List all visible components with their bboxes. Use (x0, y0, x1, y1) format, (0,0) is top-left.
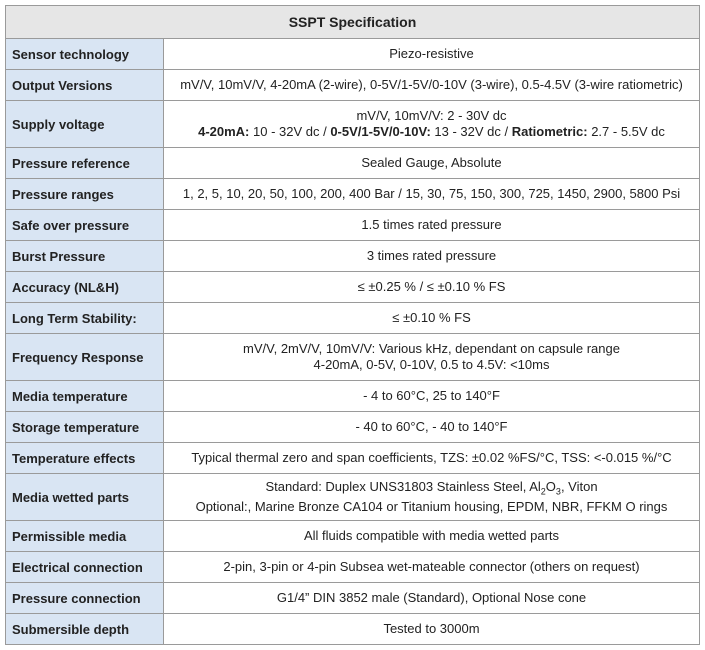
spec-value: mV/V, 10mV/V, 4-20mA (2-wire), 0-5V/1-5V… (163, 69, 700, 101)
value-line: All fluids compatible with media wetted … (303, 528, 560, 543)
spec-value: - 40 to 60°C, - 40 to 140°F (163, 411, 700, 443)
spec-label: Pressure reference (5, 147, 164, 179)
value-text: 10 - 32V dc / (249, 124, 331, 139)
spec-label: Electrical connection (5, 551, 164, 583)
spec-label: Pressure connection (5, 582, 164, 614)
spec-value: 1.5 times rated pressure (163, 209, 700, 241)
spec-value: Sealed Gauge, Absolute (163, 147, 700, 179)
spec-label: Supply voltage (5, 100, 164, 148)
value-text: 13 - 32V dc / (430, 124, 512, 139)
title-row: SSPT Specification (5, 5, 700, 39)
spec-value: ≤ ±0.10 % FS (163, 302, 700, 334)
table-title: SSPT Specification (5, 5, 700, 39)
spec-label: Submersible depth (5, 613, 164, 645)
value-line: Standard: Duplex UNS31803 Stainless Stee… (170, 479, 693, 500)
value-sub: 3 (555, 486, 561, 497)
spec-row: Electrical connection 2-pin, 3-pin or 4-p… (5, 551, 700, 583)
value-line: ≤ ±0.10 % FS (392, 310, 471, 325)
spec-label: Output Versions (5, 69, 164, 101)
spec-label: Media wetted parts (5, 473, 164, 521)
value-sub: 2 (540, 486, 546, 497)
spec-label: Sensor technology (5, 38, 164, 70)
spec-label: Accuracy (NL&H) (5, 271, 164, 303)
spec-row: Frequency Response mV/V, 2mV/V, 10mV/V: V… (5, 333, 700, 381)
value-line: mV/V, 10mV/V: 2 - 30V dc (356, 108, 507, 123)
spec-row: Submersible depth Tested to 3000m (5, 613, 700, 645)
spec-row: Safe over pressure 1.5 times rated pressu… (5, 209, 700, 241)
spec-value: 3 times rated pressure (163, 240, 700, 272)
value-line: 4-20mA, 0-5V, 0-10V, 0.5 to 4.5V: <10ms (313, 357, 550, 372)
spec-row: Media wetted parts Standard: Duplex UNS31… (5, 473, 700, 521)
spec-value: G1/4” DIN 3852 male (Standard), Optional… (163, 582, 700, 614)
value-line: Tested to 3000m (383, 621, 480, 636)
spec-row: Supply voltage mV/V, 10mV/V: 2 - 30V dc 4-… (5, 100, 700, 148)
value-line: Piezo-resistive (389, 46, 474, 61)
spec-value: - 4 to 60°C, 25 to 140°F (163, 380, 700, 412)
spec-row: Burst Pressure 3 times rated pressure (5, 240, 700, 272)
spec-row: Sensor technology Piezo-resistive (5, 38, 700, 70)
spec-label: Temperature effects (5, 442, 164, 474)
value-line: 2-pin, 3-pin or 4-pin Subsea wet-mateabl… (223, 559, 640, 574)
value-line: 4-20mA: 10 - 32V dc / 0-5V/1-5V/0-10V: 1… (170, 124, 693, 140)
spec-label: Burst Pressure (5, 240, 164, 272)
spec-label: Pressure ranges (5, 178, 164, 210)
value-bold: 4-20mA: (198, 124, 250, 139)
value-line: Optional:, Marine Bronze CA104 or Titani… (195, 499, 668, 515)
value-line: 1, 2, 5, 10, 20, 50, 100, 200, 400 Bar /… (182, 186, 681, 201)
value-line: G1/4” DIN 3852 male (Standard), Optional… (276, 590, 587, 605)
spec-value: Tested to 3000m (163, 613, 700, 645)
spec-value: Standard: Duplex UNS31803 Stainless Stee… (163, 473, 700, 521)
value-line: Typical thermal zero and span coefficien… (191, 450, 672, 465)
spec-value: mV/V, 10mV/V: 2 - 30V dc 4-20mA: 10 - 32V… (163, 100, 700, 148)
spec-row: Output Versions mV/V, 10mV/V, 4-20mA (2-w… (5, 69, 700, 101)
value-text: O (545, 478, 556, 494)
value-text: 2.7 - 5.5V dc (587, 124, 665, 139)
value-line: 3 times rated pressure (366, 248, 497, 263)
spec-row: Storage temperature - 40 to 60°C, - 40 to… (5, 411, 700, 443)
value-text: , Viton (560, 478, 598, 494)
value-bold: 0-5V/1-5V/0-10V: (330, 124, 431, 139)
spec-row: Temperature effects Typical thermal zero … (5, 442, 700, 474)
spec-table: SSPT Specification Sensor technology Piez… (5, 5, 700, 645)
spec-row: Long Term Stability: ≤ ±0.10 % FS (5, 302, 700, 334)
spec-value: Typical thermal zero and span coefficien… (163, 442, 700, 474)
spec-label: Permissible media (5, 520, 164, 552)
value-line: 1.5 times rated pressure (361, 217, 502, 232)
spec-row: Pressure reference Sealed Gauge, Absolute (5, 147, 700, 179)
spec-value: mV/V, 2mV/V, 10mV/V: Various kHz, depend… (163, 333, 700, 381)
spec-value: All fluids compatible with media wetted … (163, 520, 700, 552)
spec-value: ≤ ±0.25 % / ≤ ±0.10 % FS (163, 271, 700, 303)
spec-label: Media temperature (5, 380, 164, 412)
spec-value: Piezo-resistive (163, 38, 700, 70)
spec-label: Safe over pressure (5, 209, 164, 241)
spec-value: 2-pin, 3-pin or 4-pin Subsea wet-mateabl… (163, 551, 700, 583)
value-line: mV/V, 10mV/V, 4-20mA (2-wire), 0-5V/1-5V… (180, 77, 683, 92)
spec-row: Pressure connection G1/4” DIN 3852 male (… (5, 582, 700, 614)
value-line: - 4 to 60°C, 25 to 140°F (363, 388, 500, 403)
spec-label: Storage temperature (5, 411, 164, 443)
spec-row: Permissible media All fluids compatible w… (5, 520, 700, 552)
spec-value: 1, 2, 5, 10, 20, 50, 100, 200, 400 Bar /… (163, 178, 700, 210)
value-line: ≤ ±0.25 % / ≤ ±0.10 % FS (357, 279, 506, 294)
value-text: Standard: Duplex UNS31803 Stainless Stee… (265, 478, 541, 494)
value-bold: Ratiometric: (511, 124, 588, 139)
spec-label: Long Term Stability: (5, 302, 164, 334)
value-line: mV/V, 2mV/V, 10mV/V: Various kHz, depend… (243, 341, 620, 356)
spec-row: Accuracy (NL&H) ≤ ±0.25 % / ≤ ±0.10 % FS (5, 271, 700, 303)
spec-row: Pressure ranges 1, 2, 5, 10, 20, 50, 100,… (5, 178, 700, 210)
spec-label: Frequency Response (5, 333, 164, 381)
table-body: Sensor technology Piezo-resistive Output V… (5, 38, 700, 645)
value-line: - 40 to 60°C, - 40 to 140°F (355, 419, 508, 434)
spec-row: Media temperature - 4 to 60°C, 25 to 140°… (5, 380, 700, 412)
value-line: Sealed Gauge, Absolute (361, 155, 502, 170)
